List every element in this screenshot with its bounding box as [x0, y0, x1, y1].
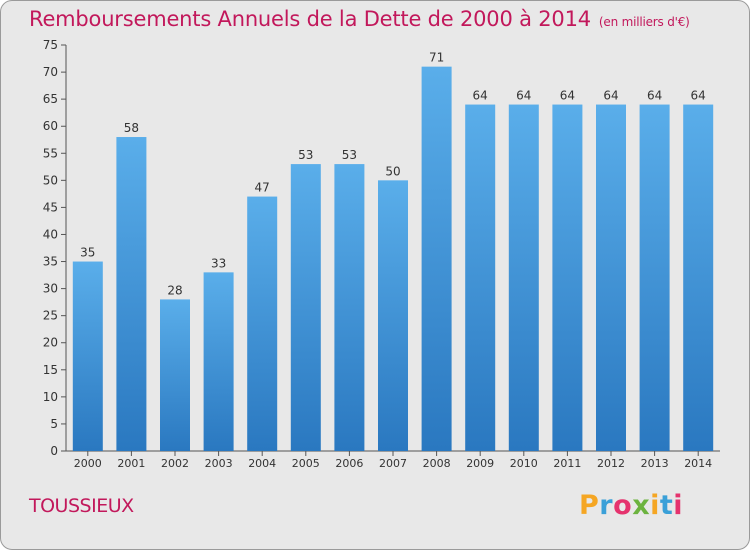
logo-letter: P [579, 490, 600, 521]
data-label: 50 [385, 164, 400, 178]
y-tick-label: 15 [43, 363, 58, 377]
x-tick-label: 2001 [117, 457, 145, 470]
x-tick-label: 2010 [510, 457, 538, 470]
bar [639, 104, 670, 452]
data-label: 64 [473, 89, 488, 103]
bar [421, 66, 452, 452]
bar [247, 196, 278, 451]
x-tick-label: 2013 [641, 457, 669, 470]
x-tick-label: 2005 [292, 457, 320, 470]
data-label: 53 [298, 148, 313, 162]
y-tick-label: 70 [43, 65, 58, 79]
proxiti-logo: Proxiti [579, 490, 683, 521]
x-tick-label: 2012 [597, 457, 625, 470]
x-tick-label: 2002 [161, 457, 189, 470]
bar [552, 104, 583, 452]
data-label: 28 [167, 283, 182, 297]
data-label: 64 [691, 89, 706, 103]
bar [290, 164, 321, 452]
y-tick-label: 50 [43, 173, 58, 187]
data-label: 35 [80, 246, 95, 260]
data-label: 64 [647, 89, 662, 103]
x-tick-label: 2004 [248, 457, 276, 470]
y-tick-label: 75 [43, 38, 58, 52]
x-tick-label: 2011 [553, 457, 581, 470]
y-tick-label: 25 [43, 309, 58, 323]
data-label: 33 [211, 256, 226, 270]
logo-letter: t [659, 490, 674, 521]
y-tick-label: 35 [43, 255, 58, 269]
y-tick-label: 0 [50, 444, 58, 458]
bar [203, 272, 234, 451]
bar [72, 261, 103, 451]
x-tick-label: 2006 [335, 457, 363, 470]
chart-unit-note: (en milliers d'€) [598, 15, 690, 29]
y-tick-label: 5 [50, 417, 58, 431]
logo-letter: o [613, 490, 633, 521]
bar [465, 104, 496, 452]
data-label: 64 [516, 89, 531, 103]
data-label: 64 [603, 89, 618, 103]
chart-title: Remboursements Annuels de la Dette de 20… [29, 7, 690, 31]
x-tick-label: 2014 [684, 457, 712, 470]
x-tick-label: 2000 [74, 457, 102, 470]
data-label: 58 [124, 121, 139, 135]
chart-title-text: Remboursements Annuels de la Dette de 20… [29, 7, 591, 31]
y-tick-label: 40 [43, 227, 58, 241]
logo-letter: i [650, 490, 660, 521]
data-label: 53 [342, 148, 357, 162]
logo-letter: i [673, 490, 684, 521]
data-label: 64 [560, 89, 575, 103]
data-label: 71 [429, 51, 444, 65]
y-tick-label: 55 [43, 146, 58, 160]
logo-letter: x [632, 490, 651, 521]
bar [596, 104, 626, 452]
y-tick-label: 65 [43, 92, 58, 106]
logo-letter: r [599, 490, 614, 521]
bar [334, 164, 365, 452]
y-tick-label: 30 [43, 282, 58, 296]
bar [160, 299, 190, 451]
bar [378, 180, 408, 452]
y-tick-label: 60 [43, 119, 58, 133]
y-tick-label: 45 [43, 200, 58, 214]
bar [116, 137, 147, 451]
x-tick-label: 2008 [423, 457, 451, 470]
y-tick-label: 10 [43, 390, 58, 404]
commune-name: TOUSSIEUX [29, 495, 134, 517]
y-tick-label: 20 [43, 336, 58, 350]
bar [683, 104, 714, 452]
x-tick-label: 2007 [379, 457, 407, 470]
bar [508, 104, 539, 452]
x-tick-label: 2009 [466, 457, 494, 470]
x-tick-label: 2003 [205, 457, 233, 470]
data-label: 47 [255, 181, 270, 195]
